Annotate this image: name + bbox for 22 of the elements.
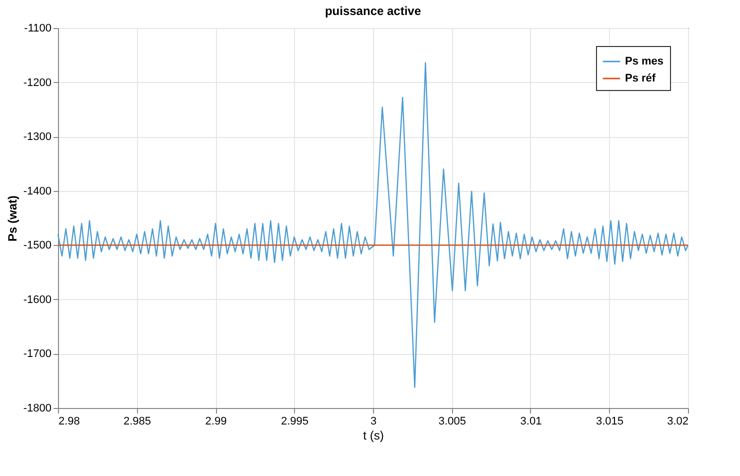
x-tick-label: 3.005 <box>438 416 466 428</box>
y-tick-label: -1800 <box>23 402 52 414</box>
y-tick-label: -1400 <box>23 185 52 198</box>
x-tick-label: 3.01 <box>520 416 542 428</box>
y-tick-label: -1300 <box>23 131 52 144</box>
legend-label: Ps mes <box>625 56 664 68</box>
chart-title: puissance active <box>324 4 422 18</box>
y-tick-label: -1500 <box>23 240 52 252</box>
x-tick-label: 3 <box>370 416 377 428</box>
x-tick-label: 2.98 <box>58 416 80 428</box>
x-tick-label: 2.985 <box>123 416 152 428</box>
y-axis-title: Ps (wat) <box>5 195 20 242</box>
y-tick-label: -1200 <box>23 76 52 89</box>
x-tick-label: 3.02 <box>667 416 688 428</box>
x-tick-label: 3.015 <box>596 416 624 428</box>
legend-label: Ps réf <box>625 72 656 84</box>
y-tick-label: -1700 <box>23 348 52 360</box>
x-axis-title: t (s) <box>363 428 384 442</box>
y-tick-label: -1100 <box>24 22 52 34</box>
y-tick-label: -1600 <box>23 294 52 306</box>
x-tick-label: 2.995 <box>280 416 309 428</box>
x-tick-label: 2.99 <box>205 416 227 428</box>
